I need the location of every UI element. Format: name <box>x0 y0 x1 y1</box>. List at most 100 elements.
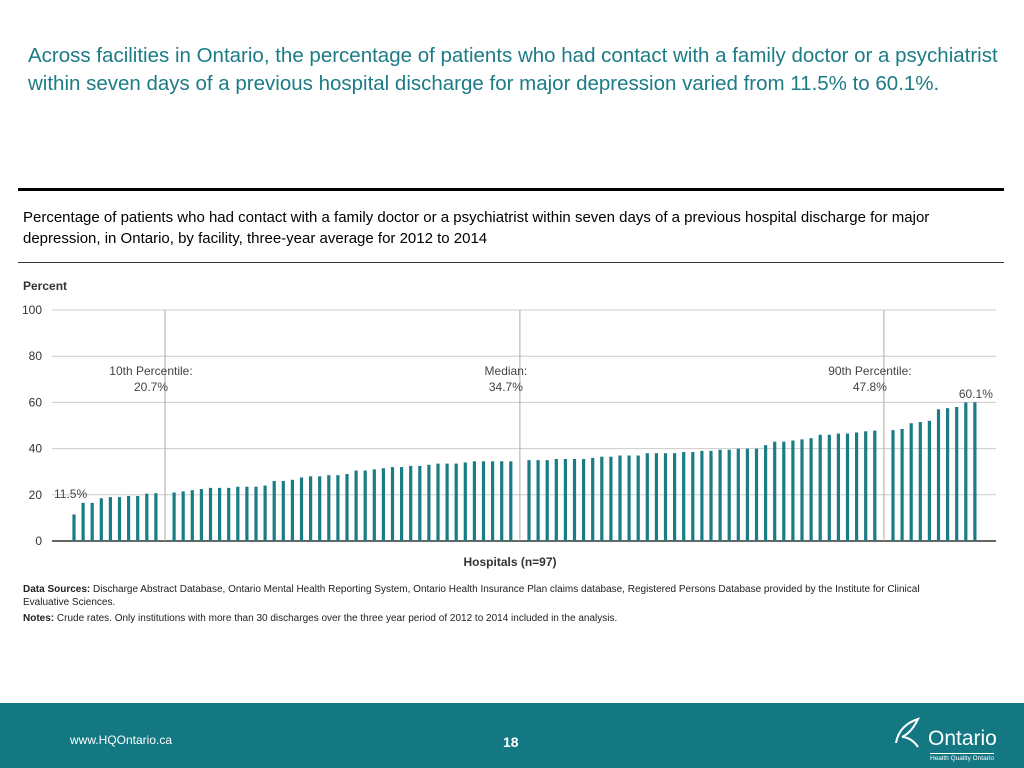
bar <box>336 475 340 541</box>
bar <box>136 495 140 541</box>
bar <box>318 476 322 541</box>
reference-value: 34.7% <box>489 380 523 394</box>
bar <box>354 470 358 541</box>
bar <box>390 467 395 541</box>
bar <box>563 458 567 541</box>
bar <box>800 439 804 541</box>
bar <box>372 469 376 541</box>
bar <box>700 450 704 541</box>
bar <box>845 433 850 541</box>
bar <box>90 502 94 541</box>
bar <box>108 497 112 541</box>
y-tick-label: 60 <box>29 395 43 409</box>
sources: Data Sources: Discharge Abstract Databas… <box>23 583 923 628</box>
bar <box>72 514 76 541</box>
bar <box>554 458 558 541</box>
bar <box>199 489 203 541</box>
footer-url: www.HQOntario.ca <box>70 733 173 747</box>
bar <box>918 422 922 541</box>
sources-label: Data Sources: <box>23 584 91 595</box>
reference-value: 20.7% <box>134 380 168 394</box>
y-tick-label: 40 <box>29 442 43 456</box>
logo: Ontario <box>928 727 997 750</box>
bar <box>591 457 595 541</box>
bar <box>536 460 540 541</box>
bar <box>864 431 868 541</box>
bar <box>190 490 194 541</box>
bar <box>345 474 349 541</box>
reference-label: 90th Percentile: <box>828 364 911 378</box>
bar <box>718 449 722 541</box>
bar <box>409 465 413 541</box>
bar <box>145 493 149 541</box>
bar <box>836 433 840 541</box>
bar <box>481 461 486 541</box>
bar <box>891 430 895 541</box>
bar <box>745 448 749 541</box>
bar <box>673 453 677 541</box>
bar <box>363 470 367 541</box>
reference-value: 47.8% <box>853 380 887 394</box>
bar <box>627 455 631 541</box>
notes-label: Notes: <box>23 613 55 624</box>
bar <box>736 448 740 541</box>
bar <box>236 486 240 541</box>
bar <box>654 453 658 541</box>
bar <box>682 452 686 541</box>
bar <box>491 461 495 541</box>
bar <box>454 463 458 541</box>
bar <box>691 452 695 541</box>
bar <box>946 408 950 541</box>
bar <box>764 445 768 541</box>
bar <box>227 487 231 541</box>
bar <box>81 502 85 541</box>
bar <box>245 486 249 541</box>
bar <box>855 432 859 541</box>
bar <box>418 465 422 541</box>
bar <box>181 491 185 541</box>
bar <box>309 476 313 541</box>
bar <box>600 456 604 541</box>
bar <box>582 458 586 541</box>
slide-title: Across facilities in Ontario, the percen… <box>28 44 998 95</box>
y-tick-label: 0 <box>35 534 42 548</box>
bar <box>218 487 222 541</box>
y-tick-label: 80 <box>29 349 43 363</box>
notes-text: Crude rates. Only institutions with more… <box>56 613 618 624</box>
bar <box>99 498 103 541</box>
bar <box>827 434 831 541</box>
bar <box>909 423 913 541</box>
bar <box>290 479 294 541</box>
bar <box>381 468 385 541</box>
bar <box>618 455 622 541</box>
notes: Notes: Crude rates. Only institutions wi… <box>23 612 923 625</box>
bar <box>263 485 267 541</box>
chart: Percent Hospitals (n=97) 0 20 40 60 80 100 10t… <box>22 279 996 569</box>
bar <box>154 493 158 541</box>
max-label: 60.1% <box>959 387 993 401</box>
bar <box>436 463 440 541</box>
bar <box>791 440 795 541</box>
reference-label: Median: <box>485 364 528 378</box>
footer: www.HQOntario.ca 18 Ontario Health Quali… <box>0 703 1024 768</box>
rule <box>18 262 1004 263</box>
bar <box>117 497 122 541</box>
page-number: 18 <box>503 734 519 750</box>
bar <box>327 475 331 541</box>
y-tick-label: 20 <box>29 488 43 502</box>
bar <box>400 467 404 541</box>
bar <box>281 480 285 541</box>
bar <box>272 480 276 541</box>
bar <box>955 407 959 541</box>
bar <box>900 428 904 541</box>
bar <box>208 487 213 541</box>
bar <box>609 456 613 541</box>
chart-title: Percentage of patients who had contact w… <box>23 209 930 247</box>
bar <box>645 453 649 541</box>
bar <box>927 420 931 541</box>
y-tick-label: 100 <box>22 303 42 317</box>
sources-text: Discharge Abstract Database, Ontario Men… <box>23 584 920 608</box>
y-axis-label: Percent <box>23 279 67 293</box>
bar <box>973 402 977 541</box>
